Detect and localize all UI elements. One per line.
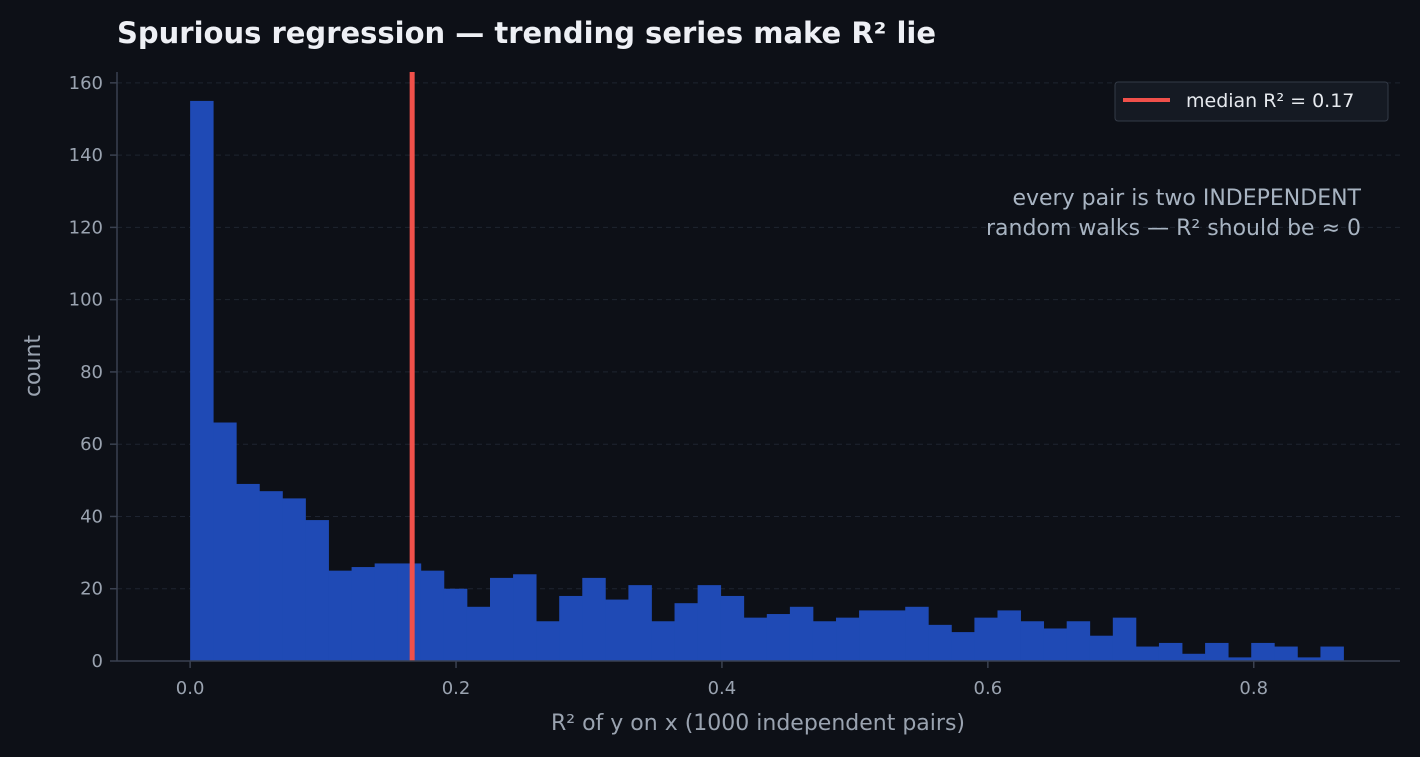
histogram-bar-36 (1020, 621, 1045, 661)
histogram-bar-40 (1112, 617, 1137, 661)
histogram-bar-5 (305, 520, 329, 661)
axes (116, 72, 1400, 662)
histogram-bar-16 (559, 595, 583, 661)
histogram-bar-27 (812, 621, 837, 661)
histogram-bar-35 (997, 610, 1021, 661)
x-axis-ticks: 0.0 0.2 0.4 0.6 0.8 (176, 661, 1268, 699)
y-tick-label-8: 160 (69, 73, 103, 94)
histogram-bar-7 (351, 567, 376, 661)
histogram-bar-2 (236, 483, 260, 661)
histogram-bars (190, 100, 1344, 662)
histogram-bar-43 (1182, 653, 1206, 661)
histogram-bar-46 (1251, 642, 1275, 661)
histogram-bar-13 (490, 577, 514, 661)
histogram-bar-17 (582, 577, 606, 661)
x-tick-label-1: 0.2 (442, 678, 471, 699)
legend: median R² = 0.17 (1114, 81, 1389, 122)
annotation-line-1: every pair is two INDEPENDENT (1012, 186, 1361, 211)
histogram-bar-47 (1274, 646, 1298, 661)
histogram-bar-49 (1320, 646, 1344, 661)
y-tick-label-1: 20 (80, 579, 103, 600)
chart-title: Spurious regression — trending series ma… (117, 16, 936, 50)
histogram-bar-14 (513, 574, 537, 661)
histogram-bar-44 (1205, 642, 1229, 661)
histogram-bar-6 (328, 570, 352, 661)
histogram-bar-1 (213, 422, 237, 661)
legend-box (1114, 81, 1389, 122)
histogram-bar-34 (974, 617, 998, 661)
x-tick-label-0: 0.0 (176, 678, 205, 699)
histogram-bar-30 (882, 610, 906, 661)
x-axis-label: R² of y on x (1000 independent pairs) (551, 711, 965, 736)
histogram-bar-21 (674, 603, 699, 661)
histogram-bar-31 (905, 606, 929, 661)
y-axis-label: count (21, 335, 46, 397)
histogram-bar-3 (259, 491, 283, 661)
x-tick-label-2: 0.4 (708, 678, 737, 699)
legend-label-median: median R² = 0.17 (1186, 90, 1354, 112)
histogram-bar-8 (374, 563, 399, 661)
y-tick-label-4: 80 (80, 362, 103, 383)
histogram-bar-39 (1089, 635, 1114, 661)
annotation-line-2: random walks — R² should be ≈ 0 (986, 216, 1361, 241)
histogram-bar-33 (951, 632, 975, 661)
histogram-bar-32 (928, 624, 952, 661)
histogram-bar-20 (651, 621, 675, 661)
histogram-bar-41 (1135, 646, 1160, 661)
histogram-bar-4 (282, 498, 306, 661)
y-tick-label-3: 60 (80, 434, 103, 455)
histogram-bar-11 (443, 588, 468, 661)
histogram-bar-9 (397, 563, 422, 661)
histogram-bar-18 (605, 599, 629, 661)
histogram-bar-45 (1228, 657, 1252, 661)
histogram-bar-15 (536, 621, 560, 661)
histogram-bar-29 (859, 610, 883, 661)
y-tick-label-7: 140 (69, 145, 103, 166)
histogram-bar-10 (420, 570, 445, 661)
histogram-bar-38 (1066, 621, 1091, 661)
histogram-bar-24 (743, 617, 768, 661)
histogram-bar-42 (1158, 642, 1183, 661)
histogram-bar-48 (1297, 657, 1321, 661)
histogram-bar-19 (628, 585, 652, 661)
histogram-bar-37 (1043, 628, 1068, 661)
histogram-bar-28 (836, 617, 860, 661)
histogram-bar-25 (766, 614, 791, 661)
x-tick-label-4: 0.8 (1239, 678, 1268, 699)
histogram-bar-23 (720, 595, 745, 661)
y-tick-label-5: 100 (69, 290, 103, 311)
y-tick-label-2: 40 (80, 506, 103, 527)
y-axis-ticks: 0 20 40 60 80 100 120 140 160 (69, 73, 117, 672)
y-tick-label-6: 120 (69, 217, 103, 238)
histogram-bar-26 (789, 606, 814, 661)
histogram-bar-0 (190, 100, 214, 662)
gridlines (117, 82, 1400, 590)
histogram-bar-12 (466, 606, 491, 661)
x-tick-label-3: 0.6 (974, 678, 1003, 699)
histogram-bar-22 (697, 585, 722, 661)
y-tick-label-0: 0 (92, 651, 103, 672)
